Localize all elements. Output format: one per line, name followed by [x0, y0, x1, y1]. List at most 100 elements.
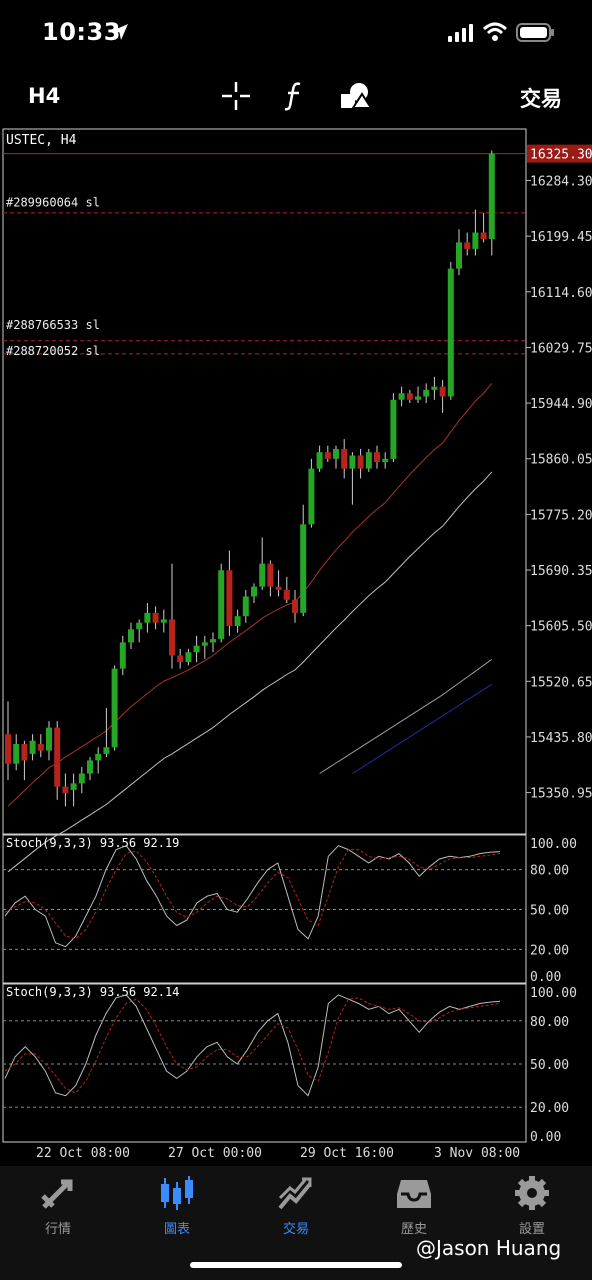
tab-quotes[interactable]: 行情	[18, 1174, 98, 1237]
tab-trade[interactable]: 交易	[256, 1174, 336, 1237]
candle-bull	[111, 668, 118, 748]
candle-bear	[439, 386, 446, 397]
candle-bear	[21, 744, 28, 761]
candle-bull	[210, 639, 216, 643]
candle-bull	[308, 468, 315, 525]
tab-chart[interactable]: 圖表	[137, 1174, 217, 1237]
stoch-tick-label: 0.00	[530, 970, 561, 985]
candle-bull	[415, 396, 421, 400]
candle-bull	[185, 652, 192, 663]
candle-bear	[341, 448, 348, 469]
watermark: @Jason Huang	[416, 1236, 561, 1260]
tab-label: 歷史	[400, 1222, 427, 1237]
candle-bull	[316, 452, 323, 469]
moving-average-red	[7, 383, 493, 807]
candle-bull	[119, 642, 126, 669]
stoch-d-line	[4, 849, 501, 940]
price-chart[interactable]: USTEC, H4 16284.30 16199.45 16114.60 16029.…	[0, 126, 592, 1166]
candle-bull	[234, 616, 241, 626]
tab-label: 行情	[44, 1222, 71, 1237]
battery-icon	[516, 23, 554, 42]
crosshair-icon[interactable]	[220, 80, 252, 112]
current-price-label: 16325.30	[530, 148, 592, 163]
candle-bull	[447, 268, 454, 397]
trade-button[interactable]: 交易	[520, 87, 562, 111]
stop-loss-label: #289960064 sl	[6, 195, 100, 209]
status-time: 10:33	[42, 18, 121, 46]
stoch-tick-label: 100.00	[530, 837, 577, 852]
bottom-tab-bar: 行情 圖表 交易 歷史 設置	[0, 1166, 592, 1280]
time-label: 3 Nov 08:00	[434, 1146, 520, 1161]
price-tick-label: 15860.05	[530, 453, 592, 468]
home-indicator	[190, 1262, 402, 1268]
quotes-icon	[41, 1179, 73, 1209]
status-bar: 10:33	[0, 0, 592, 66]
time-label: 29 Oct 16:00	[300, 1146, 394, 1161]
stoch-k-line	[4, 994, 501, 1097]
candle-bull	[423, 389, 430, 397]
time-label: 27 Oct 00:00	[168, 1146, 262, 1161]
candle-bull	[390, 399, 397, 459]
wifi-icon	[482, 22, 508, 41]
candle-bear	[5, 734, 11, 764]
symbol-label: USTEC, H4	[6, 133, 77, 148]
price-tick-label: 16199.45	[530, 230, 592, 245]
candle-bear	[169, 619, 175, 656]
candle-bull	[46, 727, 52, 751]
candle-bull	[78, 773, 85, 784]
cellular-signal-icon	[448, 24, 473, 42]
candle-bull	[144, 612, 151, 623]
watermark-text: @Jason Huang	[416, 1236, 562, 1260]
price-tick-label: 16029.75	[530, 341, 592, 356]
stoch-tick-label: 80.00	[530, 864, 569, 879]
moving-average-white	[7, 471, 493, 873]
candle-bull	[70, 783, 77, 790]
candle-bear	[292, 599, 298, 613]
tab-label: 圖表	[163, 1222, 190, 1237]
stoch1-label: Stoch(9,3,3) 93.56 92.19	[6, 836, 179, 850]
candle-bull	[382, 458, 389, 463]
candle-bear	[357, 455, 364, 469]
candle-bull	[160, 619, 167, 623]
candle-bull	[349, 455, 356, 469]
candle-bull	[365, 452, 372, 469]
chart-icon	[161, 1176, 193, 1210]
candle-bear	[54, 727, 61, 787]
price-tick-label: 15350.95	[530, 787, 592, 802]
candle-bull	[300, 524, 307, 613]
price-tick-label: 16114.60	[530, 286, 592, 301]
tab-history[interactable]: 歷史	[374, 1174, 454, 1237]
stochastic-panel-2: Stoch(9,3,3) 93.56 92.14 100.00 80.00 50.0…	[2, 983, 577, 1145]
stop-loss-label: #288766533 sl	[6, 318, 100, 332]
stoch-tick-label: 100.00	[530, 986, 577, 1001]
candle-bull	[201, 642, 208, 646]
candle-bull	[431, 386, 438, 390]
candle-bear	[464, 242, 471, 249]
timeframe-button[interactable]: H4	[28, 84, 61, 108]
settings-icon	[515, 1176, 549, 1210]
stoch-tick-label: 50.00	[530, 904, 569, 919]
candle-bull	[193, 645, 200, 653]
stoch2-label: Stoch(9,3,3) 93.56 92.14	[6, 985, 179, 999]
tab-settings[interactable]: 設置	[492, 1174, 572, 1237]
candle-bull	[333, 448, 339, 459]
time-axis: 22 Oct 08:00 27 Oct 00:00 29 Oct 16:00 3…	[36, 1146, 520, 1161]
candle-bear	[267, 563, 274, 587]
time-label: 22 Oct 08:00	[36, 1146, 130, 1161]
candle-bear	[62, 786, 69, 794]
price-tick-label: 15690.35	[530, 564, 592, 579]
candle-bear	[226, 570, 233, 626]
objects-shapes-icon[interactable]	[338, 80, 372, 112]
candle-bull	[242, 596, 249, 617]
location-arrow-icon	[112, 24, 128, 40]
main-chart-panel: USTEC, H4 16284.30 16199.45 16114.60 16029.…	[2, 128, 592, 873]
candle-bull	[398, 393, 405, 400]
candle-bull	[87, 760, 93, 774]
indicator-function-icon[interactable]	[280, 80, 308, 112]
price-tick-label: 16284.30	[530, 175, 592, 190]
candle-bull	[456, 242, 462, 269]
candle-bull	[103, 747, 110, 754]
candle-bear	[283, 589, 290, 600]
candle-bull	[95, 753, 102, 761]
stoch-d-line	[4, 997, 501, 1094]
